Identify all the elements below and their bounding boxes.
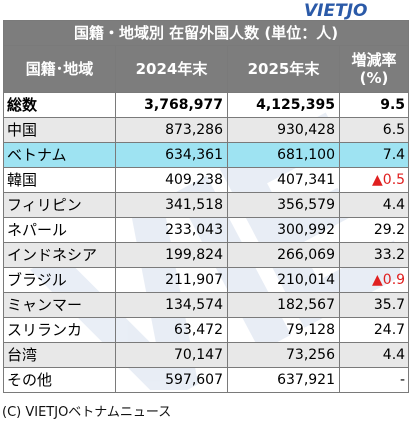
row-2024: 3,768,977 xyxy=(115,92,228,118)
row-2025: 637,921 xyxy=(227,367,340,393)
table-row: ブラジル 211,907 210,014 ▲0.9 xyxy=(3,267,410,293)
vietjo-logo-text: VIETJO xyxy=(304,1,368,21)
row-2024: 873,286 xyxy=(115,117,228,143)
table-row: スリランカ 63,472 79,128 24.7 xyxy=(3,317,410,343)
row-name: その他 xyxy=(3,367,116,393)
row-2024: 211,907 xyxy=(115,267,228,293)
row-2025: 266,069 xyxy=(227,242,340,268)
row-2025: 407,341 xyxy=(227,167,340,193)
row-rate: 9.5 xyxy=(338,92,410,118)
row-rate: 7.4 xyxy=(338,142,410,168)
row-rate: 4.4 xyxy=(338,192,410,218)
row-rate: - xyxy=(338,367,410,393)
table-row: フィリピン 341,518 356,579 4.4 xyxy=(3,192,410,218)
row-2025: 79,128 xyxy=(227,317,340,343)
row-name: フィリピン xyxy=(3,192,116,218)
row-2024: 134,574 xyxy=(115,292,228,318)
table-row: その他 597,607 637,921 - xyxy=(3,367,410,393)
row-rate: 4.4 xyxy=(338,342,410,368)
header-rate-line1: 増減率 xyxy=(351,51,397,69)
header-2024: 2024年末 xyxy=(115,45,228,93)
copyright-footer: (C) VIETJOベトナムニュース xyxy=(2,405,172,420)
table-row: ミャンマー 134,574 182,567 35.7 xyxy=(3,292,410,318)
header-2025: 2025年末 xyxy=(227,45,340,93)
row-name: 総数 xyxy=(3,92,116,118)
row-2024: 597,607 xyxy=(115,367,228,393)
row-2024: 70,147 xyxy=(115,342,228,368)
row-2024: 63,472 xyxy=(115,317,228,343)
table-row-total: 総数 3,768,977 4,125,395 9.5 xyxy=(3,92,410,118)
row-rate: ▲0.9 xyxy=(338,267,410,293)
row-2024: 233,043 xyxy=(115,217,228,243)
row-2024: 409,238 xyxy=(115,167,228,193)
table-row: ネパール 233,043 300,992 29.2 xyxy=(3,217,410,243)
header-rate-line2: (%) xyxy=(359,69,389,87)
row-name: ネパール xyxy=(3,217,116,243)
row-rate: 24.7 xyxy=(338,317,410,343)
foreign-residents-table: 国籍・地域別 在留外国人数 (単位：人) 国籍･地域 2024年末 2025年末… xyxy=(2,20,410,393)
vietjo-logo: VIETJO xyxy=(304,0,367,22)
row-rate: 33.2 xyxy=(338,242,410,268)
table-row: 韓国 409,238 407,341 ▲0.5 xyxy=(3,167,410,193)
row-2025: 73,256 xyxy=(227,342,340,368)
row-2024: 341,518 xyxy=(115,192,228,218)
table-row: 台湾 70,147 73,256 4.4 xyxy=(3,342,410,368)
row-name: 台湾 xyxy=(3,342,116,368)
row-2025: 930,428 xyxy=(227,117,340,143)
row-2025: 681,100 xyxy=(227,142,340,168)
row-name: ミャンマー xyxy=(3,292,116,318)
row-rate: 6.5 xyxy=(338,117,410,143)
row-2024: 199,824 xyxy=(115,242,228,268)
header-rate: 増減率 (%) xyxy=(338,45,410,93)
table-row: 中国 873,286 930,428 6.5 xyxy=(3,117,410,143)
row-2025: 182,567 xyxy=(227,292,340,318)
table-row: インドネシア 199,824 266,069 33.2 xyxy=(3,242,410,268)
row-name: インドネシア xyxy=(3,242,116,268)
row-2025: 210,014 xyxy=(227,267,340,293)
table-row-vietnam: ベトナム 634,361 681,100 7.4 xyxy=(3,142,410,168)
table-title: 国籍・地域別 在留外国人数 (単位：人) xyxy=(2,20,410,46)
row-rate: 29.2 xyxy=(338,217,410,243)
row-2025: 4,125,395 xyxy=(227,92,340,118)
row-name: 中国 xyxy=(3,117,116,143)
row-2024: 634,361 xyxy=(115,142,228,168)
row-2025: 300,992 xyxy=(227,217,340,243)
row-name: 韓国 xyxy=(3,167,116,193)
row-rate: 35.7 xyxy=(338,292,410,318)
row-rate: ▲0.5 xyxy=(338,167,410,193)
row-name: ブラジル xyxy=(3,267,116,293)
header-country: 国籍･地域 xyxy=(3,45,116,93)
row-2025: 356,579 xyxy=(227,192,340,218)
row-name: ベトナム xyxy=(3,142,116,168)
row-name: スリランカ xyxy=(3,317,116,343)
